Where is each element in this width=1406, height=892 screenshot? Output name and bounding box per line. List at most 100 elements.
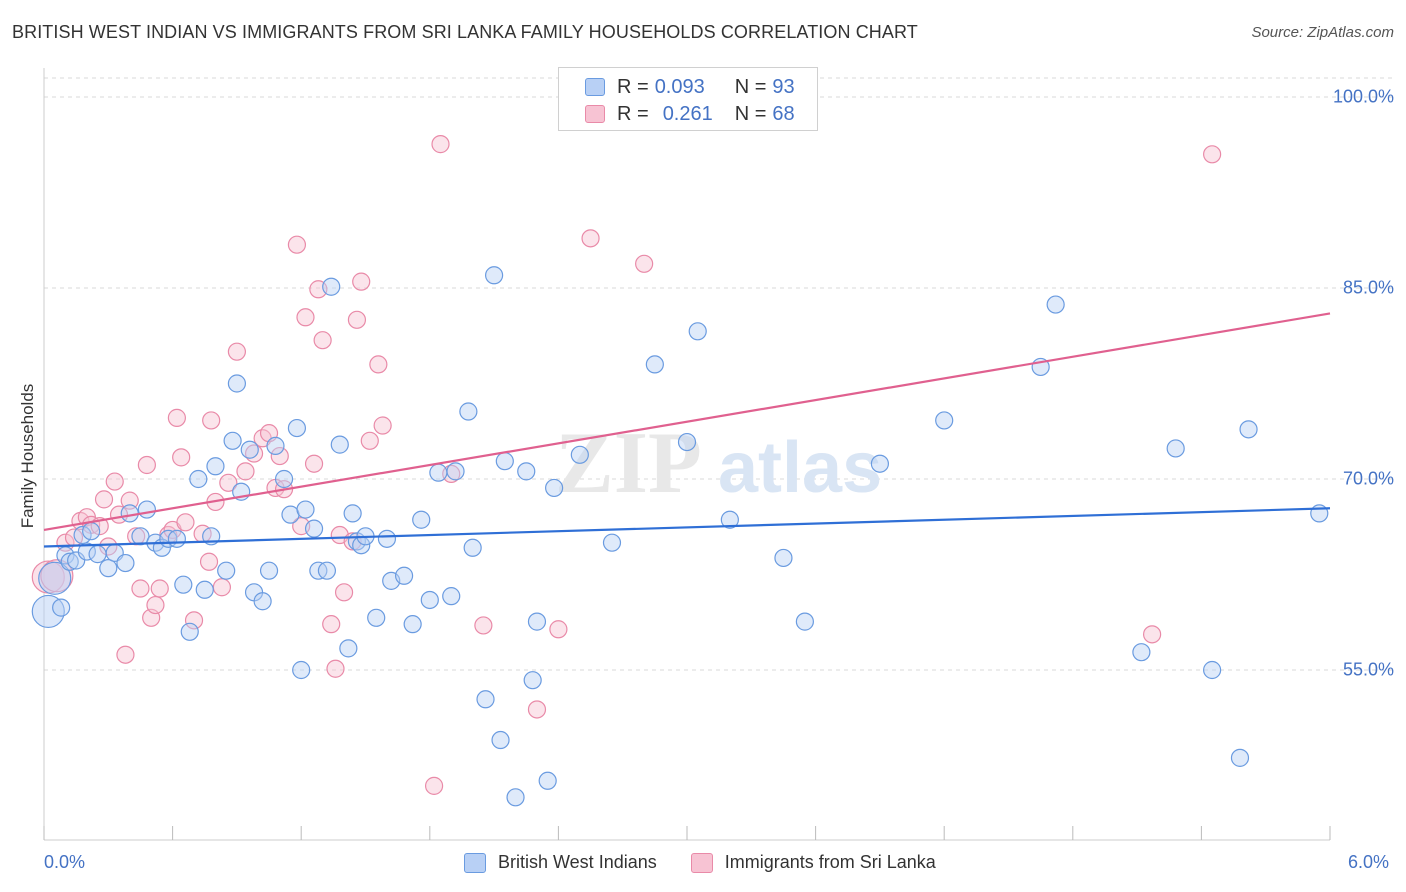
british-west-indians-point <box>485 266 504 285</box>
british-west-indians-point <box>274 469 294 489</box>
legend-label: British West Indians <box>498 852 657 872</box>
sri-lanka-point <box>137 455 156 475</box>
trend-line-british-west-indians <box>43 507 1331 548</box>
british-west-indians-point <box>442 587 461 606</box>
british-west-indians-point <box>60 552 79 571</box>
british-west-indians-point <box>774 548 793 568</box>
sri-lanka-point <box>212 578 231 597</box>
sri-lanka-point <box>287 235 307 254</box>
british-west-indians-point <box>538 771 557 790</box>
x-tick-label-min: 0.0% <box>44 852 86 872</box>
sri-lanka-point <box>474 616 493 635</box>
british-west-indians-point <box>495 452 514 471</box>
y-tick-label-55: 55.0% <box>1342 659 1394 680</box>
legend-label: Immigrants from Sri Lanka <box>724 852 936 872</box>
british-west-indians-point <box>82 522 101 541</box>
n-label: N = <box>734 102 767 125</box>
british-west-indians-point <box>377 529 397 548</box>
sri-lanka-point <box>322 615 341 634</box>
n-value: 93 <box>772 75 795 98</box>
sri-lanka-point <box>635 254 654 273</box>
british-west-indians-point <box>459 402 478 421</box>
british-west-indians-point <box>1230 748 1250 767</box>
british-west-indians-point <box>304 519 324 538</box>
british-west-indians-point <box>206 457 225 476</box>
series-british-west-indians-points <box>31 266 1329 807</box>
british-west-indians-point <box>88 545 107 564</box>
sri-lanka-point <box>120 491 139 510</box>
british-west-indians-point <box>38 561 72 595</box>
sri-lanka-point <box>167 408 186 427</box>
sri-lanka-point <box>184 611 204 630</box>
british-west-indians-point <box>1203 660 1222 680</box>
legend-row-blue: R = 0.093 N = 93 <box>585 75 795 99</box>
british-west-indians-point <box>77 542 96 561</box>
sri-lanka-point <box>270 446 289 466</box>
blue-swatch <box>585 78 605 96</box>
british-west-indians-point <box>330 435 349 454</box>
british-west-indians-point <box>1046 295 1065 314</box>
y-tick-label-85: 85.0% <box>1342 277 1394 298</box>
british-west-indians-point <box>266 436 285 455</box>
british-west-indians-point <box>131 527 150 546</box>
british-west-indians-point <box>189 469 208 489</box>
y-tick-label-70: 70.0% <box>1342 468 1394 489</box>
british-west-indians-point <box>120 504 139 523</box>
british-west-indians-point <box>403 615 422 634</box>
british-west-indians-point <box>870 454 890 473</box>
sri-lanka-point <box>1203 145 1222 164</box>
sri-lanka-point <box>296 308 315 327</box>
british-west-indians-point <box>240 440 259 459</box>
british-west-indians-point <box>223 431 242 450</box>
sri-lanka-point <box>369 355 388 374</box>
sri-lanka-point <box>347 310 367 329</box>
blue-swatch <box>464 852 486 873</box>
chart-title: BRITISH WEST INDIAN VS IMMIGRANTS FROM S… <box>12 22 918 42</box>
british-west-indians-point <box>506 788 525 807</box>
british-west-indians-point <box>645 355 664 374</box>
british-west-indians-point <box>367 608 386 627</box>
british-west-indians-point <box>476 690 495 709</box>
trend-lines <box>43 312 1331 548</box>
british-west-indians-point <box>259 561 279 580</box>
sri-lanka-point <box>304 454 324 473</box>
sri-lanka-point <box>202 411 221 430</box>
british-west-indians-point <box>73 525 92 545</box>
british-west-indians-point <box>343 504 362 523</box>
y-tick-label-100: 100.0% <box>1332 86 1394 107</box>
sri-lanka-point <box>1143 625 1162 644</box>
watermark-zip: ZIP <box>555 415 702 512</box>
sri-lanka-point <box>219 473 238 492</box>
british-west-indians-point <box>677 432 697 452</box>
british-west-indians-point <box>491 730 510 750</box>
correlation-legend: R = 0.093 N = 93 R = 0.261 N = 68 <box>558 67 818 131</box>
british-west-indians-point <box>31 594 65 629</box>
legend-item-british-west-indians: British West Indians <box>464 852 657 873</box>
sri-lanka-point <box>431 135 450 154</box>
sri-lanka-point <box>549 620 568 639</box>
sri-lanka-point <box>313 331 332 350</box>
sri-lanka-point <box>131 579 150 598</box>
british-west-indians-point <box>339 639 358 658</box>
sri-lanka-point <box>94 490 114 509</box>
british-west-indians-point <box>1166 439 1185 458</box>
british-west-indians-point <box>527 612 547 631</box>
sri-lanka-point <box>199 552 219 571</box>
british-west-indians-point <box>227 374 246 393</box>
series-legend: British West Indians Immigrants from Sri… <box>464 852 970 873</box>
legend-item-sri-lanka: Immigrants from Sri Lanka <box>690 852 936 873</box>
pink-swatch <box>690 852 713 873</box>
sri-lanka-point <box>373 416 392 435</box>
british-west-indians-point <box>1132 643 1151 662</box>
british-west-indians-point <box>253 592 272 611</box>
y-axis-label: Family Households <box>18 383 37 529</box>
british-west-indians-point <box>296 500 315 519</box>
r-label: R = <box>617 102 649 125</box>
sri-lanka-point <box>176 513 195 532</box>
sri-lanka-point <box>105 472 124 491</box>
british-west-indians-point <box>523 671 542 690</box>
sri-lanka-point <box>150 579 169 598</box>
british-west-indians-point <box>412 510 431 529</box>
british-west-indians-point <box>195 580 214 599</box>
